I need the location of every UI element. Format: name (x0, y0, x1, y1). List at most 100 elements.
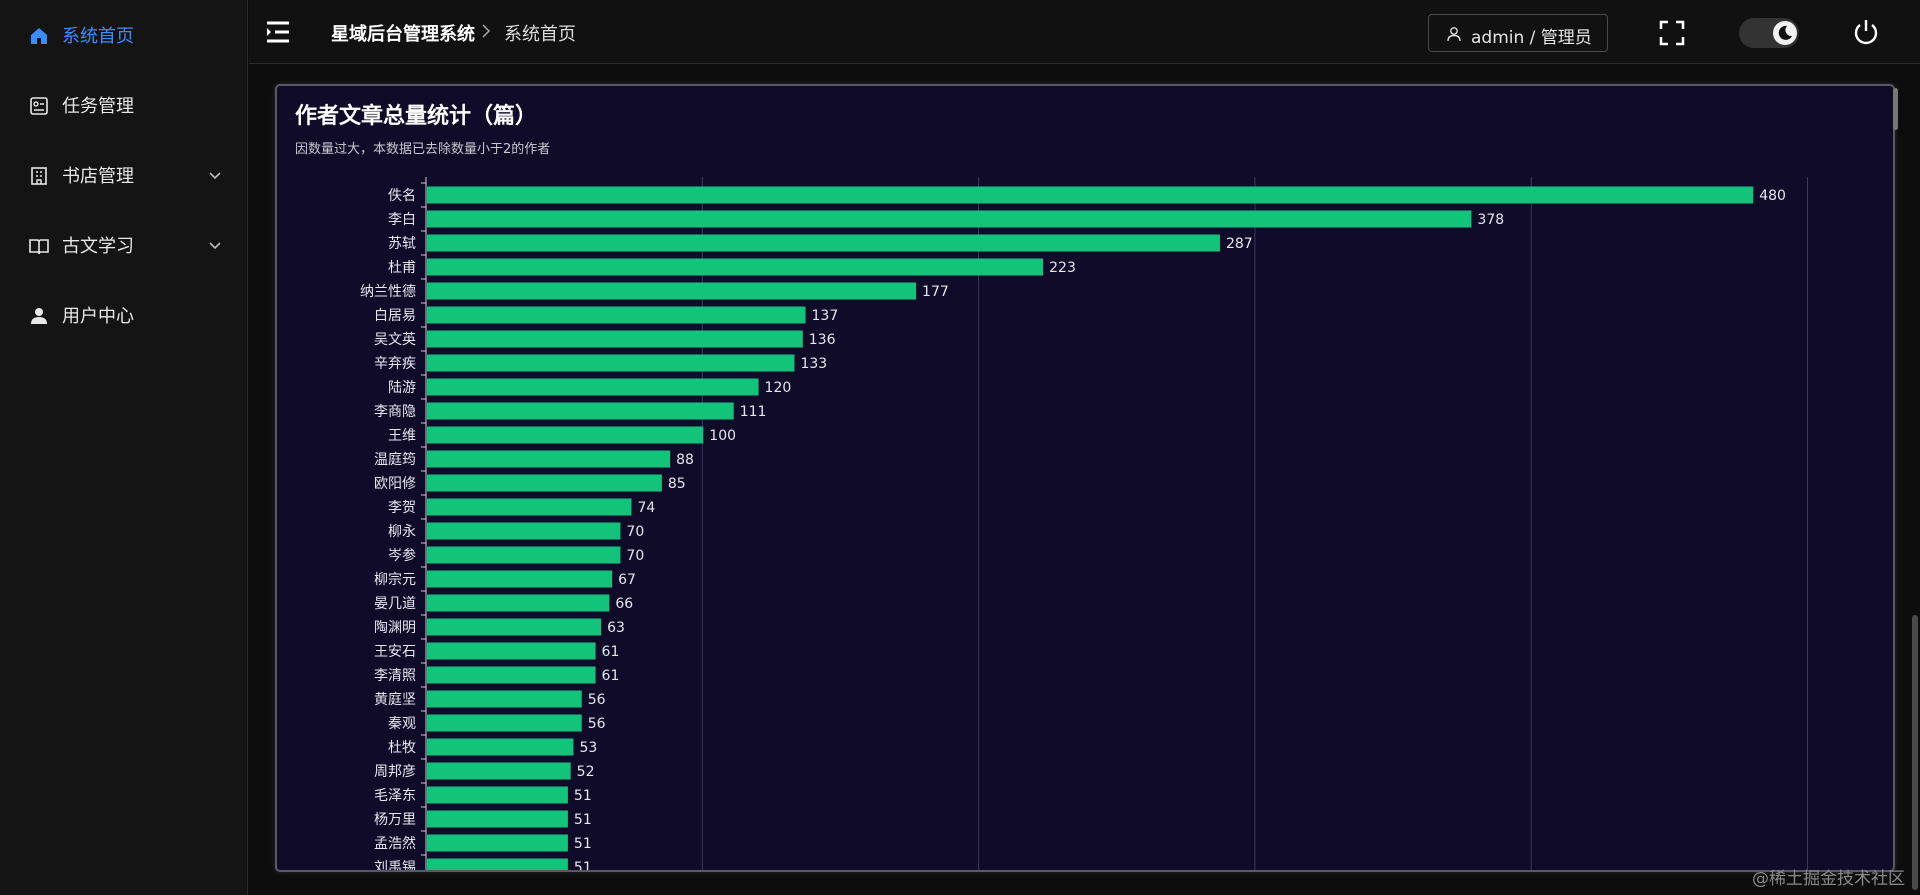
data-label: 51 (574, 836, 592, 852)
category-label: 柳宗元 (374, 571, 416, 588)
user-menu-button[interactable]: admin / 管理员 (1428, 14, 1608, 52)
bar (427, 690, 582, 708)
data-label: 133 (800, 356, 827, 372)
bar (427, 306, 806, 324)
category-label: 刘禹锡 (374, 860, 416, 870)
category-label: 温庭筠 (374, 451, 416, 468)
user-label: admin / 管理员 (1471, 28, 1592, 48)
bar (427, 378, 759, 396)
category-label: 苏轼 (388, 235, 416, 252)
panel-scrollbar-thumb[interactable] (1893, 88, 1898, 130)
category-label: 杜牧 (388, 740, 416, 756)
data-label: 66 (615, 596, 633, 612)
data-label: 51 (574, 788, 592, 804)
data-label: 100 (709, 428, 736, 444)
data-label: 61 (602, 644, 620, 660)
bar (427, 738, 574, 756)
panel-scrollbar[interactable] (1892, 84, 1900, 872)
bar (427, 474, 662, 492)
data-label: 378 (1477, 212, 1504, 228)
user-outline-icon (1447, 27, 1461, 42)
chart-subtitle: 因数量过大，本数据已去除数量小于2的作者 (295, 142, 551, 157)
category-label: 陆游 (388, 380, 416, 396)
bar (427, 354, 795, 372)
data-label: 70 (626, 524, 644, 540)
data-label: 137 (812, 308, 839, 324)
sidebar-item-bookstore[interactable]: 书店管理 (0, 140, 248, 210)
breadcrumb-system-name[interactable]: 星域后台管理系统 (331, 24, 475, 45)
category-label: 杜甫 (388, 260, 416, 276)
bar (427, 402, 734, 420)
bar (427, 330, 803, 348)
category-label: 柳永 (388, 523, 416, 540)
power-icon[interactable] (1851, 17, 1881, 47)
chevron-down-icon[interactable] (208, 168, 222, 182)
sidebar-item-classics[interactable]: 古文学习 (0, 210, 248, 280)
category-label: 佚名 (388, 188, 416, 204)
bar (427, 258, 1044, 276)
data-label: 223 (1049, 260, 1076, 276)
bar (427, 450, 671, 468)
bar (427, 714, 582, 732)
sidebar-item-label: 用户中心 (62, 306, 134, 327)
data-label: 111 (740, 404, 767, 420)
sidebar-item-tasks[interactable]: 任务管理 (0, 70, 248, 140)
category-label: 李白 (388, 212, 416, 228)
data-label: 136 (809, 332, 836, 348)
sidebar-item-label: 系统首页 (62, 26, 134, 47)
category-label: 白居易 (374, 308, 416, 324)
bar (427, 282, 917, 300)
category-label: 吴文英 (374, 331, 416, 348)
data-label: 480 (1759, 188, 1786, 204)
bar (427, 210, 1472, 228)
bar (427, 810, 568, 828)
bar (427, 618, 602, 636)
category-label: 秦观 (388, 716, 416, 732)
category-label: 李贺 (388, 500, 416, 516)
bar (427, 642, 596, 660)
sidebar-item-home[interactable]: 系统首页 (0, 0, 248, 70)
data-label: 70 (626, 548, 644, 564)
category-label: 孟浩然 (374, 835, 416, 852)
category-label: 欧阳修 (374, 476, 416, 492)
category-label: 晏几道 (374, 596, 416, 612)
bar (427, 426, 704, 444)
fullscreen-icon[interactable] (1659, 20, 1685, 46)
sidebar-item-user-center[interactable]: 用户中心 (0, 280, 248, 350)
dark-mode-toggle[interactable] (1739, 18, 1799, 48)
data-label: 74 (637, 500, 655, 516)
chevron-down-icon[interactable] (208, 238, 222, 252)
data-label: 177 (922, 284, 949, 300)
sidebar: 系统首页 任务管理 书店管理 古文学习 用户中心 (0, 0, 248, 895)
bar (427, 858, 568, 870)
data-label: 51 (574, 812, 592, 828)
page-scrollbar-thumb[interactable] (1912, 615, 1918, 890)
bar (427, 522, 621, 540)
bar (427, 570, 613, 588)
category-label: 李商隐 (374, 404, 416, 420)
category-label: 王维 (388, 428, 416, 444)
book-icon (29, 239, 49, 255)
bar (427, 762, 571, 780)
data-label: 63 (607, 620, 625, 636)
bar (427, 666, 596, 684)
data-label: 56 (588, 716, 606, 732)
category-label: 纳兰性德 (360, 284, 416, 300)
chart-title: 作者文章总量统计（篇） (295, 104, 538, 129)
top-header: 星域后台管理系统 系统首页 admin / 管理员 (249, 0, 1920, 64)
category-label: 陶渊明 (374, 620, 416, 636)
bar (427, 546, 621, 564)
category-label: 岑参 (388, 547, 416, 564)
bar (427, 498, 632, 516)
chevron-right-icon (482, 24, 491, 38)
data-label: 61 (602, 668, 620, 684)
sidebar-item-label: 古文学习 (62, 236, 134, 257)
category-label: 李清照 (374, 668, 416, 684)
data-label: 120 (765, 380, 792, 396)
breadcrumb-current-page: 系统首页 (504, 24, 576, 45)
data-label: 88 (676, 452, 694, 468)
menu-collapse-icon[interactable] (265, 20, 291, 44)
category-label: 王安石 (374, 644, 416, 660)
watermark: @稀土掘金技术社区 (1752, 869, 1905, 889)
category-label: 辛弃疾 (374, 356, 416, 372)
